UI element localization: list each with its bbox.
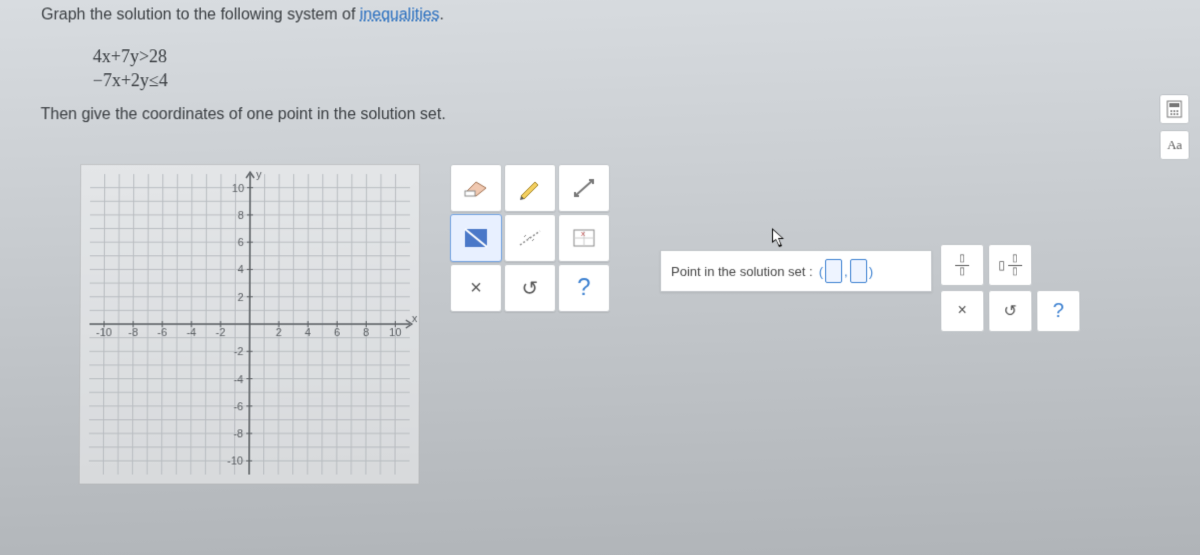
svg-text:-4: -4	[186, 327, 196, 339]
equation-block: 4x+7y>28 −7x+2y≤4	[93, 44, 168, 92]
svg-text:x: x	[581, 229, 585, 238]
axis-y-label: y	[256, 169, 262, 181]
svg-text:4: 4	[305, 327, 311, 339]
answer-point-input[interactable]: (,)	[819, 259, 873, 283]
instruction-line-2: Then give the coordinates of one point i…	[41, 106, 446, 124]
svg-text:4: 4	[238, 264, 244, 276]
svg-text:10: 10	[232, 183, 244, 195]
svg-text:2: 2	[238, 292, 244, 304]
fraction-button[interactable]: ▯▯	[940, 244, 984, 286]
svg-text:-2: -2	[234, 346, 244, 358]
svg-text:8: 8	[363, 327, 369, 339]
equation-2: −7x+2y≤4	[93, 69, 168, 93]
svg-text:6: 6	[334, 327, 340, 339]
svg-text:-6: -6	[157, 327, 167, 339]
svg-text:-10: -10	[227, 456, 243, 468]
instruction-suffix: .	[440, 6, 444, 23]
svg-text:-8: -8	[128, 327, 138, 339]
svg-text:2: 2	[276, 327, 282, 339]
svg-text:8: 8	[238, 210, 244, 222]
palette-help-button[interactable]: ?	[558, 264, 610, 312]
answer-box[interactable]: Point in the solution set : (,)	[660, 250, 932, 292]
inequalities-link[interactable]: inequalities	[360, 6, 440, 23]
point-grid-tool[interactable]: x	[558, 214, 610, 262]
svg-text:-2: -2	[216, 327, 226, 339]
answer-label: Point in the solution set :	[671, 264, 813, 279]
pencil-tool[interactable]	[504, 164, 556, 212]
instruction-prefix: Graph the solution to the following syst…	[41, 6, 360, 23]
mini-palette: ▯▯ ▯▯▯ × ↺ ?	[940, 244, 1078, 330]
svg-text:-10: -10	[96, 327, 112, 339]
graph-ticks: -10 -8 -6 -4 -2 2 4 6 8 10 10 8 6 4 2 -2 -4 -6 -8 -10	[95, 183, 401, 468]
svg-text:10: 10	[389, 327, 401, 339]
line-tool[interactable]	[558, 164, 610, 212]
palette-close-button[interactable]: ×	[450, 264, 502, 312]
half-plane-tool[interactable]	[504, 214, 556, 262]
svg-text:-6: -6	[234, 401, 244, 413]
palette-undo-button[interactable]: ↺	[504, 264, 556, 312]
graph-area[interactable]: x y -10 -8 -6 -4 -2 2 4 6 8 10 10 8 6 4 2 -2 -4 -6 -8 -10	[79, 164, 420, 485]
svg-text:6: 6	[238, 237, 244, 249]
svg-text:-8: -8	[233, 428, 243, 440]
graph-axes	[89, 172, 412, 475]
svg-text:-4: -4	[234, 374, 244, 386]
side-font-button[interactable]: Aa	[1160, 130, 1190, 160]
answer-y-slot[interactable]	[850, 259, 867, 283]
equation-1: 4x+7y>28	[93, 44, 168, 68]
mouse-cursor-icon	[772, 228, 786, 248]
axis-x-label: x	[412, 313, 418, 325]
eraser-tool[interactable]	[450, 164, 502, 212]
mini-close-button[interactable]: ×	[940, 290, 984, 332]
mini-help-button[interactable]: ?	[1036, 290, 1080, 332]
instruction-line: Graph the solution to the following syst…	[41, 6, 444, 24]
answer-x-slot[interactable]	[825, 259, 842, 283]
graph-tool-palette: x × ↺ ?	[450, 164, 608, 310]
mixed-fraction-button[interactable]: ▯▯▯	[988, 244, 1032, 286]
mini-undo-button[interactable]: ↺	[988, 290, 1032, 332]
side-calculator-button[interactable]	[1159, 94, 1189, 124]
fill-region-tool[interactable]	[450, 214, 502, 262]
